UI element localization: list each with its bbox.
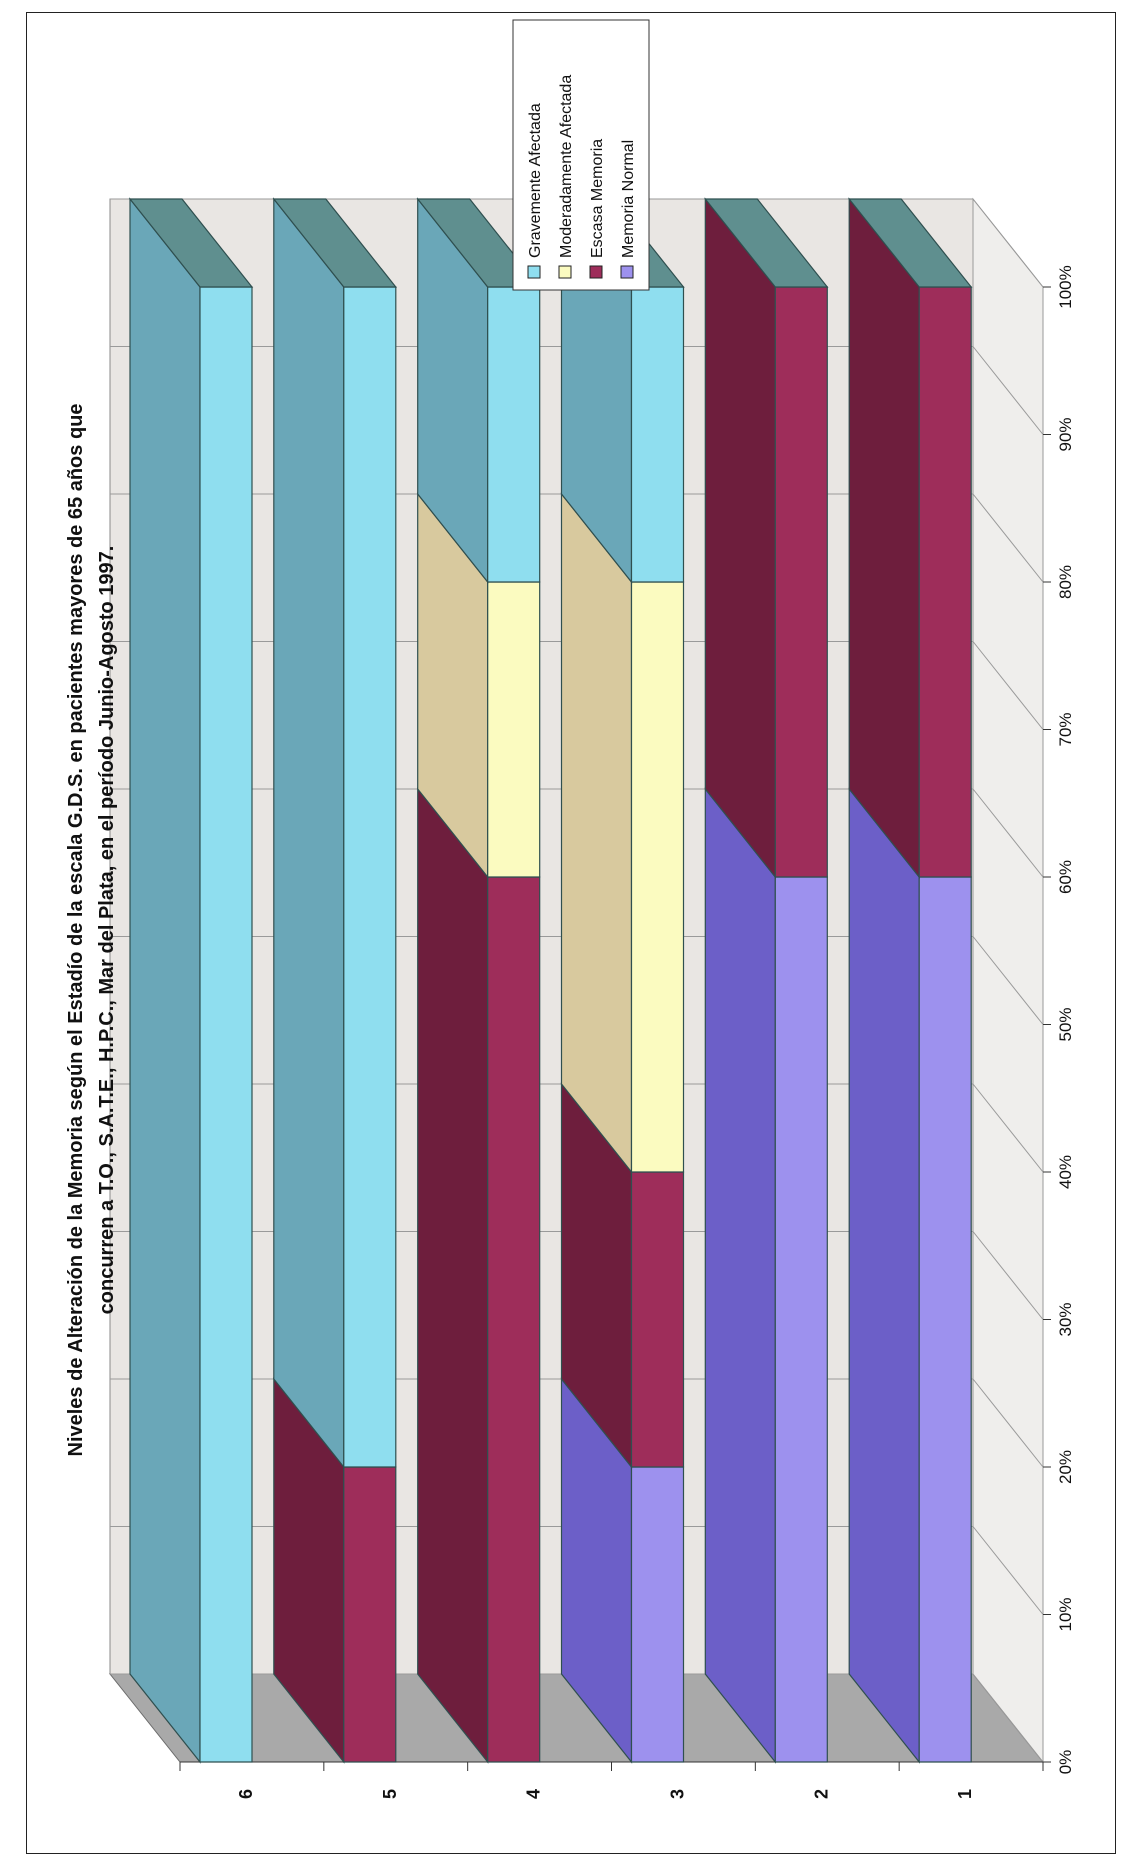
bars	[128, 197, 973, 1764]
legend-box	[512, 19, 650, 291]
bar-front	[774, 876, 828, 1763]
bar-side	[273, 197, 345, 1469]
bar-memoria-normal-1	[848, 787, 972, 1764]
bar-front	[630, 1171, 685, 1468]
bar-top-cap-6	[128, 198, 254, 288]
bar-front	[487, 286, 541, 583]
bar-escasa-memoria-3	[560, 1082, 685, 1469]
bar-front	[199, 286, 253, 1763]
category-label: 2	[811, 1789, 831, 1799]
bar-side	[848, 197, 920, 879]
bar-front	[630, 581, 685, 1173]
bar-front	[487, 876, 541, 1763]
bar-escasa-memoria-5	[273, 1377, 397, 1764]
grid-depth-3	[972, 1231, 1044, 1320]
grid-depth-9	[972, 346, 1044, 435]
bar-front	[343, 286, 397, 1468]
x-tick-label: 90%	[1056, 417, 1075, 451]
legend-label: Memoria Normal	[620, 140, 637, 258]
category-label: 3	[667, 1789, 687, 1799]
category-label: 1	[955, 1789, 975, 1799]
bar-front	[343, 1466, 397, 1763]
bar-escasa-memoria-1	[848, 197, 972, 879]
bar-front	[487, 581, 541, 878]
legend-label: Moderadamente Afectada	[558, 75, 575, 258]
chart-subtitle: concurren a T.O., S.A.T.E., H.P.C., Mar …	[96, 546, 118, 1315]
grid-depth-5	[972, 936, 1044, 1025]
gridlines	[110, 198, 1051, 1763]
legend-swatch	[620, 265, 634, 279]
bar-top-cap-5	[272, 198, 398, 288]
bar-side	[417, 787, 489, 1764]
legend-label: Escasa Memoria	[589, 139, 606, 258]
bar-memoria-normal-2	[704, 787, 828, 1764]
category-label: 6	[236, 1789, 256, 1799]
bar-top-cap-1	[847, 198, 973, 288]
legend-swatch	[527, 265, 541, 279]
category-axis: 1 2 3 4 5 6	[179, 1761, 1044, 1799]
x-tick-labels: 0% 10% 20% 30% 40% 50% 60% 70% 80% 90% 100%	[1056, 265, 1075, 1774]
legend-swatch	[589, 265, 603, 279]
grid-depth-0	[972, 1673, 1044, 1763]
bar-front	[630, 286, 685, 583]
bar-memoria-normal-3	[560, 1377, 685, 1764]
bar-top-cap-2	[704, 198, 829, 288]
bar-side	[129, 197, 201, 1764]
x-tick-label: 100%	[1056, 265, 1075, 308]
grid-depth-2	[972, 1378, 1044, 1468]
bar-moderadamente-afectada-3	[560, 492, 685, 1174]
grid-depth-1	[972, 1526, 1044, 1615]
x-tick-label: 30%	[1056, 1302, 1075, 1336]
x-tick-label: 70%	[1056, 712, 1075, 746]
legend-label: Gravemente Afectada	[527, 103, 544, 258]
x-tick-label: 80%	[1056, 565, 1075, 599]
x-tick-label: 40%	[1056, 1155, 1075, 1189]
bar-side	[560, 492, 633, 1174]
bar-front	[774, 286, 828, 878]
x-tick-label: 0%	[1056, 1750, 1075, 1775]
bar-escasa-memoria-2	[704, 197, 828, 879]
bar-escasa-memoria-4	[417, 787, 541, 1764]
grid-depth-6	[972, 788, 1044, 878]
bar-gravemente-afectada-6	[129, 197, 253, 1764]
category-label: 5	[380, 1789, 400, 1799]
x-tick-label: 60%	[1056, 860, 1075, 894]
x-tick-label: 10%	[1056, 1597, 1075, 1631]
bar-gravemente-afectada-4	[417, 197, 541, 584]
category-label: 4	[524, 1789, 544, 1799]
chart-title-group: Niveles de Alteración de la Memoria segú…	[65, 403, 118, 1456]
grid-depth-10	[972, 198, 1044, 288]
bar-gravemente-afectada-5	[273, 197, 397, 1469]
grid-depth-4	[972, 1083, 1044, 1173]
bar-side	[704, 787, 776, 1764]
bar-front	[630, 1466, 685, 1763]
bar-side	[848, 787, 920, 1764]
bar-side	[704, 197, 776, 879]
bar-front	[918, 286, 972, 878]
x-tick-label: 50%	[1056, 1007, 1075, 1041]
bar-front	[918, 876, 972, 1763]
grid-depth-8	[972, 493, 1044, 583]
x-tick-label: 20%	[1056, 1450, 1075, 1484]
legend: Gravemente Afectada Moderadamente Afectad…	[512, 19, 650, 291]
legend-swatch	[558, 265, 572, 279]
grid-depth-7	[972, 641, 1044, 730]
chart-title: Niveles de Alteración de la Memoria segú…	[65, 403, 87, 1456]
